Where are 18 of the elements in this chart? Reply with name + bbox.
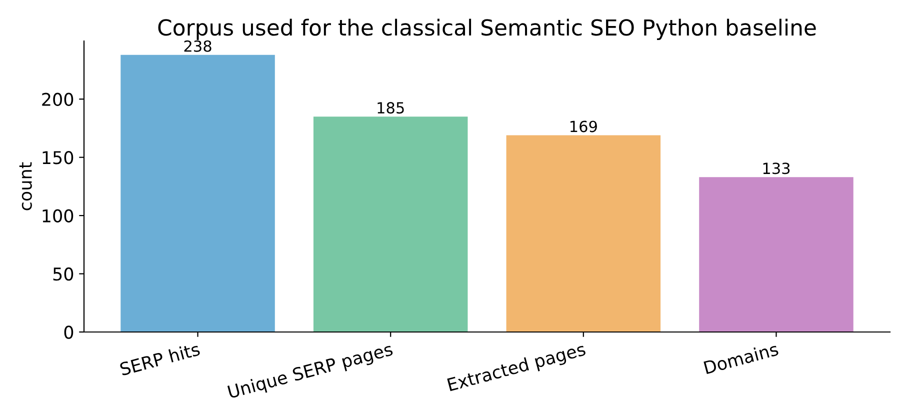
bar bbox=[506, 135, 661, 332]
y-tick-label: 50 bbox=[53, 267, 74, 281]
chart-title: Corpus used for the classical Semantic SEO Python baseline bbox=[158, 18, 816, 40]
x-tick-label: Domains bbox=[703, 342, 779, 374]
data-label: 185 bbox=[378, 102, 404, 114]
y-tick-label: 100 bbox=[42, 209, 74, 222]
bar bbox=[120, 54, 275, 332]
data-label: 133 bbox=[763, 162, 790, 174]
data-label: 238 bbox=[184, 40, 212, 52]
bar bbox=[313, 116, 468, 332]
y-tick-label: 200 bbox=[42, 92, 74, 106]
y-tick-label: 150 bbox=[42, 150, 74, 164]
bar bbox=[699, 177, 854, 332]
x-tick-label: SERP hits bbox=[119, 342, 200, 376]
y-axis-title: count bbox=[19, 162, 32, 210]
data-label: 169 bbox=[570, 120, 597, 132]
x-tick-label: Unique SERP pages bbox=[227, 342, 394, 402]
y-tick-label: 0 bbox=[64, 326, 74, 339]
